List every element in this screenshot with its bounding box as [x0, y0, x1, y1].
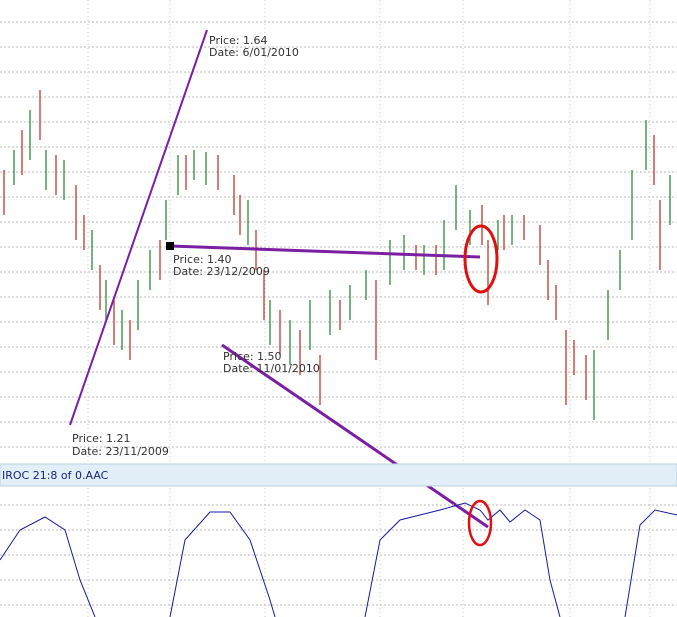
highlight-circle	[467, 499, 493, 547]
trend-line	[169, 244, 481, 259]
trend-line	[221, 343, 489, 529]
price-label: Price: 1.40	[173, 253, 232, 266]
indicator-line	[0, 516, 96, 617]
indicator-label: IROC 21:8 of 0.AAC	[2, 469, 109, 482]
indicator-grid	[0, 504, 677, 606]
date-label: Date: 11/01/2010	[223, 362, 320, 375]
trend-line	[69, 29, 208, 426]
date-label: Date: 6/01/2010	[209, 46, 299, 59]
indicator-line	[169, 511, 276, 617]
date-label: Date: 23/11/2009	[72, 445, 169, 458]
price-label: Price: 1.21	[72, 432, 131, 445]
price-label: Price: 1.64	[209, 34, 268, 47]
indicator-header	[0, 463, 677, 487]
indicator-line	[624, 509, 677, 617]
highlight-circle	[463, 224, 499, 294]
price-bars-up	[13, 110, 671, 420]
indicator-line	[364, 502, 561, 617]
date-label: Date: 23/12/2009	[173, 265, 270, 278]
anchor-point	[166, 242, 174, 250]
price-label: Price: 1.50	[223, 350, 282, 363]
